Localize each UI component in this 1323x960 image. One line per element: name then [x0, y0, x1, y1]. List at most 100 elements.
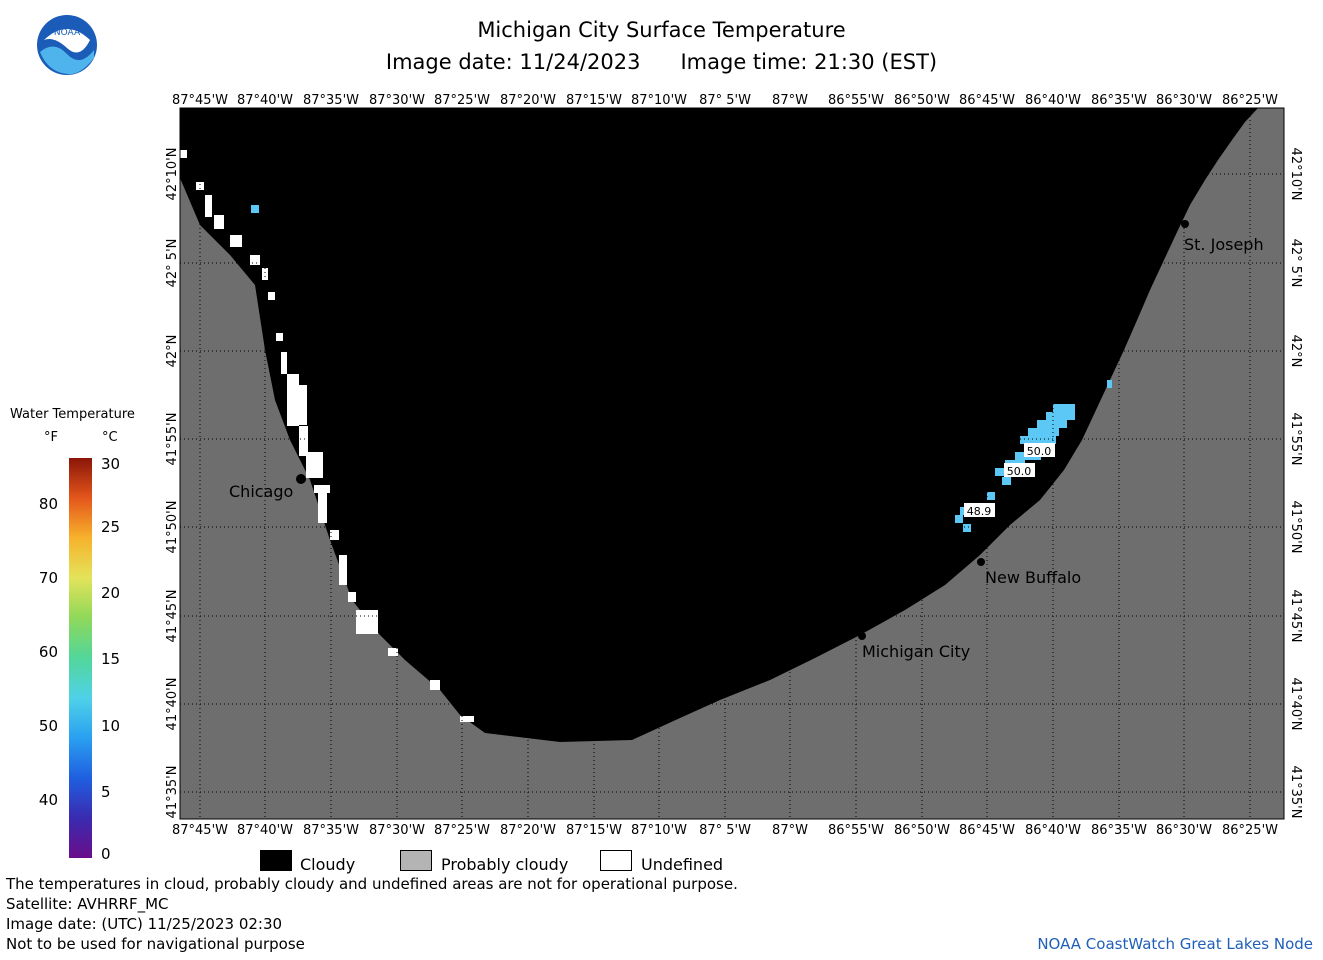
lon-label: 87°10'W: [631, 93, 687, 108]
lon-label: 87°10'W: [631, 823, 687, 838]
lon-label: 87°30'W: [369, 93, 425, 108]
city-dot-new-buffalo: [977, 558, 985, 566]
legend-tick-c: 15: [101, 650, 121, 668]
lon-label: 87° 5'W: [699, 823, 751, 838]
lat-label: 41°55'N: [165, 413, 180, 466]
lon-label: 86°55'W: [828, 93, 884, 108]
lon-label: 86°50'W: [894, 823, 950, 838]
sst-label: 50.0: [1027, 445, 1052, 458]
lon-label: 86°35'W: [1091, 93, 1147, 108]
map-area: [180, 108, 1284, 819]
legend-title: Water Temperature: [10, 407, 135, 422]
lon-label: 86°30'W: [1156, 823, 1212, 838]
footer-utc-date: Image date: (UTC) 11/25/2023 02:30: [6, 915, 283, 933]
lat-label: 42°N: [1288, 335, 1303, 368]
sst-label-box: [1004, 463, 1035, 477]
footer-nav-warning: Not to be used for navigational purpose: [6, 935, 305, 953]
lat-label: 41°45'N: [1288, 590, 1303, 643]
footer-satellite: Satellite: AVHRRF_MC: [6, 895, 169, 913]
lon-label: 87°20'W: [500, 93, 556, 108]
lat-label: 42°N: [165, 335, 180, 368]
lon-label: 86°25'W: [1222, 93, 1278, 108]
lon-label: 87°15'W: [566, 823, 622, 838]
lat-label: 42°10'N: [1288, 148, 1303, 201]
legend-tick-c: 30: [101, 455, 121, 473]
lon-label: 87° 5'W: [699, 93, 751, 108]
legend-unit-c: °C: [102, 430, 118, 445]
sst-label-box: [1024, 443, 1055, 457]
lat-label: 41°55'N: [1288, 413, 1303, 466]
city-markers: Chicago St. Joseph New Buffalo Michigan …: [229, 220, 1264, 661]
lon-label: 86°35'W: [1091, 823, 1147, 838]
city-label-st-joseph: St. Joseph: [1184, 235, 1264, 254]
sst-value-labels: 50.0 50.0 48.9: [964, 443, 1055, 518]
logo-text: NOAA: [54, 28, 81, 38]
lat-label: 42°10'N: [165, 148, 180, 201]
lat-label: 42° 5'N: [165, 239, 180, 288]
lat-label: 41°35'N: [1288, 766, 1303, 819]
legend-tick-f: 80: [38, 495, 58, 513]
legend-unit-f: °F: [44, 430, 58, 445]
lon-label: 87°25'W: [434, 93, 490, 108]
lon-label: 86°45'W: [959, 823, 1015, 838]
lake-michigan-cloud: [180, 108, 1258, 742]
legend-tick-c: 25: [101, 518, 121, 536]
legend-label-undefined: Undefined: [641, 855, 724, 874]
sst-label: 50.0: [1007, 465, 1032, 478]
legend-label-cloudy: Cloudy: [300, 855, 356, 874]
lat-label: 42° 5'N: [1288, 239, 1303, 288]
legend-tick-c: 0: [101, 845, 111, 863]
lon-labels-bottom: 87°45'W 87°40'W 87°35'W 87°30'W 87°25'W …: [172, 823, 1278, 838]
lon-label: 86°55'W: [828, 823, 884, 838]
lon-label: 87°40'W: [237, 93, 293, 108]
legend-tick-c: 10: [101, 717, 121, 735]
legend-swatch-cloudy: [260, 850, 292, 871]
sst-label: 48.9: [967, 505, 992, 518]
lat-label: 41°40'N: [165, 678, 180, 731]
lat-label: 41°40'N: [1288, 678, 1303, 731]
image-date: Image date: 11/24/2023: [385, 50, 641, 74]
lon-label: 87°W: [772, 93, 808, 108]
lat-label: 41°50'N: [165, 501, 180, 554]
legend-tick-f: 70: [38, 569, 58, 587]
lon-label: 87°25'W: [434, 823, 490, 838]
image-datetime: Image date: 11/24/2023 Image time: 21:30 …: [0, 50, 1323, 74]
legend-tick-f: 60: [38, 643, 58, 661]
city-label-michigan-city: Michigan City: [862, 642, 970, 661]
map-frame: [179, 107, 1285, 820]
temperature-colorbar: [69, 458, 92, 858]
map-title: Michigan City Surface Temperature: [477, 18, 846, 42]
lon-label: 87°30'W: [369, 823, 425, 838]
lon-label: 87°W: [772, 823, 808, 838]
legend-tick-c: 5: [101, 783, 111, 801]
legend-label-probably-cloudy: Probably cloudy: [441, 855, 569, 874]
lon-label: 86°45'W: [959, 93, 1015, 108]
lat-label: 41°45'N: [165, 590, 180, 643]
city-label-chicago: Chicago: [229, 482, 293, 501]
legend-tick-f: 50: [38, 717, 58, 735]
lat-label: 41°35'N: [165, 766, 180, 819]
lon-label: 87°45'W: [172, 823, 228, 838]
noaa-logo-icon: NOAA: [37, 15, 97, 75]
city-dot-st-joseph: [1181, 220, 1189, 228]
lon-label: 87°35'W: [303, 823, 359, 838]
lon-label: 86°40'W: [1025, 93, 1081, 108]
city-dot-chicago: [296, 474, 306, 484]
lon-label: 87°15'W: [566, 93, 622, 108]
lon-label: 87°40'W: [237, 823, 293, 838]
footer-note: The temperatures in cloud, probably clou…: [6, 875, 738, 893]
lon-label: 86°25'W: [1222, 823, 1278, 838]
lat-label: 41°50'N: [1288, 501, 1303, 554]
lon-label: 87°20'W: [500, 823, 556, 838]
city-dot-michigan-city: [858, 632, 866, 640]
lat-labels-right: 42°10'N 42° 5'N 42°N 41°55'N 41°50'N 41°…: [1288, 148, 1303, 819]
lon-label: 87°35'W: [303, 93, 359, 108]
lon-label: 86°40'W: [1025, 823, 1081, 838]
sst-label-box: [964, 503, 995, 517]
legend-swatch-probably-cloudy: [400, 850, 432, 871]
legend-swatch-undefined: [600, 850, 632, 871]
lon-labels-top: 87°45'W 87°40'W 87°35'W 87°30'W 87°25'W …: [172, 93, 1278, 108]
city-label-new-buffalo: New Buffalo: [985, 568, 1081, 587]
legend-tick-c: 20: [101, 584, 121, 602]
image-time: Image time: 21:30 (EST): [680, 50, 938, 74]
